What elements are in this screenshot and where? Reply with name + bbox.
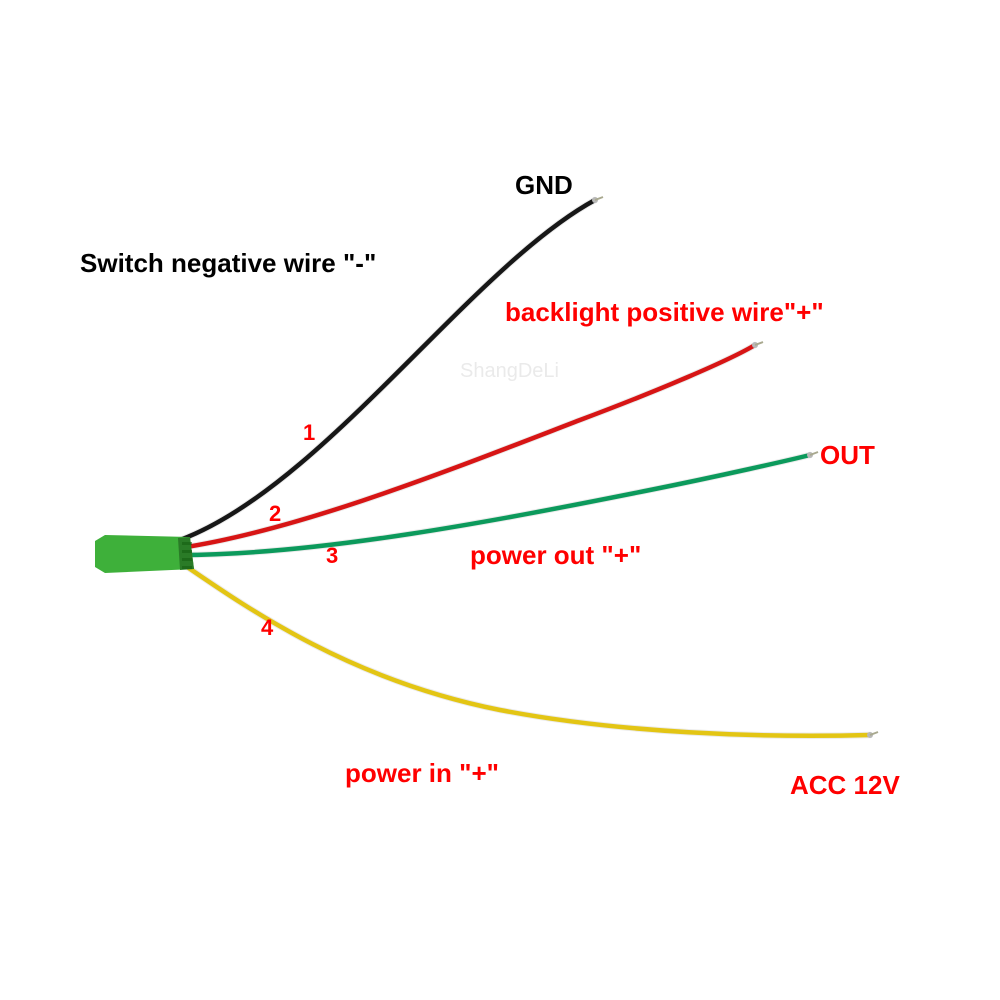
wire-number-2: 2 xyxy=(269,501,281,527)
wire-desc-2: backlight positive wire"+" xyxy=(505,297,824,328)
wire-number-4: 4 xyxy=(261,615,273,641)
wire-number-3: 3 xyxy=(326,543,338,569)
wire-desc-3: power out "+" xyxy=(470,540,641,571)
wire-end-label-1: GND xyxy=(515,170,573,201)
wiring-diagram-svg xyxy=(0,0,1000,1000)
wire-number-1: 1 xyxy=(303,420,315,446)
watermark-text: ShangDeLi xyxy=(460,360,559,383)
wire-desc-4: power in "+" xyxy=(345,758,499,789)
wire-4 xyxy=(180,562,870,736)
wire-desc-1: Switch negative wire "-" xyxy=(80,248,376,279)
wire-end-label-3: OUT xyxy=(820,440,875,471)
wire-end-label-4: ACC 12V xyxy=(790,770,900,801)
